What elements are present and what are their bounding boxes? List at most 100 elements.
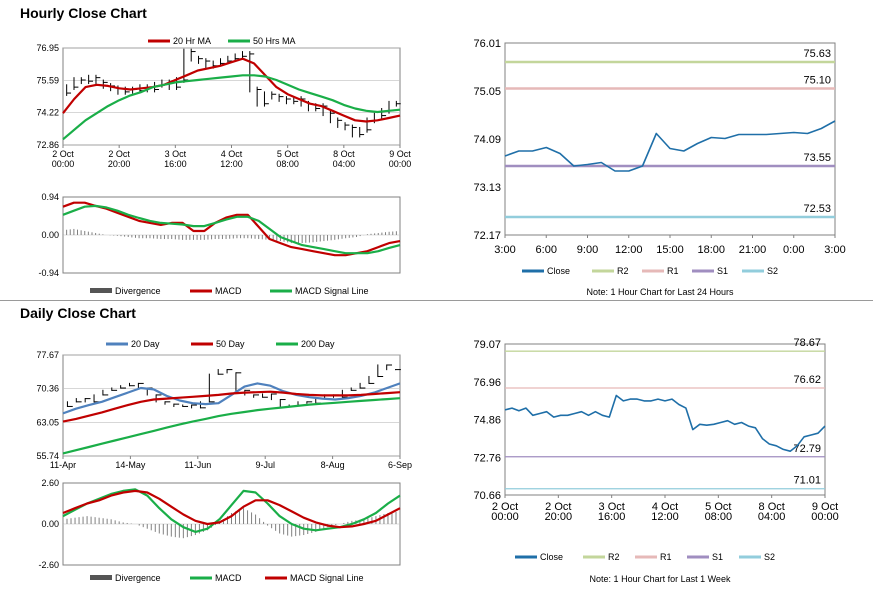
legend-divergence-label: Divergence — [115, 573, 161, 583]
y-tick-label: 75.59 — [36, 75, 59, 85]
legend-macd-signal-line-label: MACD Signal Line — [290, 573, 364, 583]
x-tick-label: 8-Aug — [321, 460, 345, 470]
hourly-pivot-panel: 76.01 75.05 74.09 73.13 72.17 3:00 6:00 9:00 12:… — [450, 30, 870, 282]
hourly-macd-panel: 0.94 0.00 -0.94 Divergence MACD MACD Signal L… — [0, 190, 420, 298]
x-tick-label: 9 Oct 00:00 — [811, 501, 839, 523]
hourly-section-title: Hourly Close Chart — [20, 5, 147, 21]
x-tick-label: 11-Jun — [184, 460, 211, 470]
ma-line-50-day — [62, 390, 401, 423]
y-tick-label: 76.95 — [36, 43, 59, 53]
y-tick-label: 55.74 — [36, 451, 59, 461]
x-tick-label: 5 Oct 08:00 — [705, 501, 733, 523]
ma-line-50-hrs-ma — [62, 74, 401, 141]
daily-pivot-chart: 79.07 76.96 74.86 72.76 70.662 Oct 00:00 2 Oct… — [473, 337, 839, 562]
hourly-macd-chart: 0.94 0.00 -0.94 Divergence MACD MACD Signal L… — [38, 192, 401, 296]
x-tick-label: 0:00 — [783, 244, 804, 256]
daily-pivot-panel: 79.07 76.96 74.86 72.76 70.66 2 Oct 00:00 2 Oct… — [450, 335, 870, 571]
close-line — [504, 394, 826, 452]
y-tick-label: 76.01 — [473, 38, 501, 50]
y-tick-label: 74.09 — [473, 134, 501, 146]
legend-s1-label: S1 — [717, 266, 728, 276]
daily-macd-chart: 2.60 0.00 -2.60 Divergence MACD MACD Signal L… — [38, 478, 401, 583]
level-label-r1: 76.62 — [793, 374, 821, 386]
x-tick-label: 6:00 — [536, 244, 557, 256]
daily-section-title: Daily Close Chart — [20, 305, 136, 321]
legend-macd-label: MACD — [215, 573, 242, 583]
y-tick-label: 70.66 — [473, 490, 501, 502]
plot-area — [504, 42, 836, 236]
level-label-s1: 73.55 — [803, 152, 831, 164]
y-tick-label: 0.94 — [41, 192, 59, 202]
hourly-ma-chart: 76.95 75.59 74.22 72.862 Oct 00:00 2 Oct 20:00… — [36, 36, 412, 169]
x-tick-label: 3 Oct 16:00 — [164, 149, 187, 169]
daily-ma-panel: 77.67 70.36 63.05 55.74 11-Apr 14-May 11-Jun 9-… — [0, 335, 420, 475]
x-tick-label: 9:00 — [577, 244, 598, 256]
y-tick-label: 74.86 — [473, 415, 501, 427]
legend-s1-label: S1 — [712, 552, 723, 562]
legend-macd-label: MACD — [215, 286, 242, 296]
level-label-s2: 72.53 — [803, 203, 831, 215]
x-tick-label: 2 Oct 00:00 — [52, 149, 75, 169]
x-tick-label: 18:00 — [697, 244, 725, 256]
ma-line-200-day — [62, 397, 401, 455]
x-tick-label: 2 Oct 20:00 — [108, 149, 131, 169]
y-tick-label: 72.86 — [36, 140, 59, 150]
y-tick-label: 72.17 — [473, 230, 501, 242]
legend-divergence-label: Divergence — [115, 286, 161, 296]
y-tick-label: 73.13 — [473, 182, 501, 194]
y-tick-label: 76.96 — [473, 377, 501, 389]
x-tick-label: 3 Oct 16:00 — [598, 501, 626, 523]
macd-line-macd-signal-line — [62, 204, 401, 255]
legend-r1-label: R1 — [667, 266, 679, 276]
hourly-pivot-chart: 76.01 75.05 74.09 73.13 72.17 3:00 6:00 9:00 12:… — [473, 38, 845, 276]
x-tick-label: 8 Oct 04:00 — [758, 501, 786, 523]
close-line — [504, 120, 836, 172]
legend-50-hrs-ma-label: 50 Hrs MA — [253, 36, 296, 46]
x-tick-label: 12:00 — [615, 244, 643, 256]
y-tick-label: 72.76 — [473, 452, 501, 464]
x-tick-label: 9-Jul — [255, 460, 275, 470]
legend-20-hr-ma-label: 20 Hr MA — [173, 36, 211, 46]
x-tick-label: 4 Oct 12:00 — [651, 501, 679, 523]
legend-close-label: Close — [540, 552, 563, 562]
legend-200-day-label: 200 Day — [301, 339, 335, 349]
y-tick-label: 74.22 — [36, 108, 59, 118]
x-tick-label: 2 Oct 20:00 — [545, 501, 573, 523]
x-tick-label: 4 Oct 12:00 — [220, 149, 243, 169]
legend-divergence-swatch — [90, 575, 112, 580]
x-tick-label: 3:00 — [824, 244, 845, 256]
legend-r1-label: R1 — [660, 552, 672, 562]
x-tick-label: 6-Sep — [388, 460, 412, 470]
daily-pivot-note: Note: 1 Hour Chart for Last 1 Week — [589, 574, 731, 584]
y-tick-label: 70.36 — [36, 384, 59, 394]
x-tick-label: 11-Apr — [50, 460, 76, 470]
y-tick-label: -2.60 — [38, 560, 59, 570]
hourly-ma-panel: 76.95 75.59 74.22 72.86 2 Oct 00:00 2 Oct 20:00… — [0, 28, 420, 188]
x-tick-label: 15:00 — [656, 244, 684, 256]
legend-s2-label: S2 — [767, 266, 778, 276]
level-label-r1: 75.10 — [803, 75, 831, 87]
level-label-r2: 78.67 — [793, 337, 821, 349]
y-tick-label: 63.05 — [36, 417, 59, 427]
x-tick-label: 2 Oct 00:00 — [491, 501, 519, 523]
y-tick-label: 79.07 — [473, 339, 501, 351]
level-label-s2: 71.01 — [793, 475, 821, 487]
macd-line-macd — [62, 201, 401, 257]
legend-r2-label: R2 — [608, 552, 620, 562]
legend-s2-label: S2 — [764, 552, 775, 562]
y-tick-label: -0.94 — [38, 268, 59, 278]
x-tick-label: 5 Oct 08:00 — [276, 149, 299, 169]
level-label-s1: 72.79 — [793, 443, 821, 455]
section-divider — [0, 300, 873, 301]
x-tick-label: 14-May — [115, 460, 146, 470]
legend-divergence-swatch — [90, 288, 112, 293]
legend-r2-label: R2 — [617, 266, 629, 276]
y-tick-label: 0.00 — [41, 519, 59, 529]
ma-line-20-day — [62, 382, 401, 415]
x-tick-label: 9 Oct 00:00 — [389, 149, 412, 169]
ma-line-20-hr-ma — [62, 57, 401, 123]
legend-close-label: Close — [547, 266, 570, 276]
x-tick-label: 21:00 — [739, 244, 767, 256]
legend-macd-signal-line-label: MACD Signal Line — [295, 286, 369, 296]
